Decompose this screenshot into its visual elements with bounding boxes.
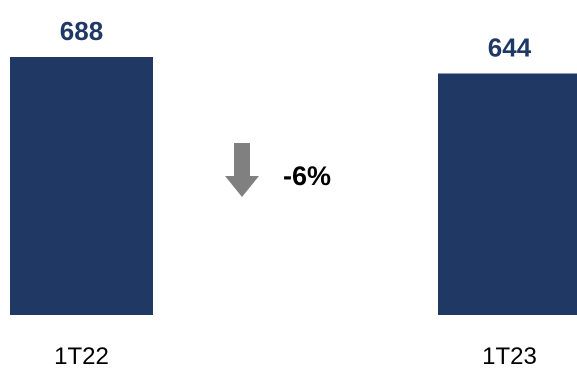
- value-labels-group: 688 644: [60, 16, 532, 63]
- bar-value-label: 688: [60, 16, 103, 46]
- change-annotation: -6%: [225, 143, 331, 197]
- arrow-down-icon: [225, 143, 259, 197]
- bars-group: [10, 57, 577, 315]
- category-label: 1T23: [482, 343, 537, 370]
- bar-1t23: [438, 73, 577, 315]
- bar-value-label: 644: [488, 33, 532, 63]
- category-labels-group: 1T22 1T23: [54, 343, 537, 370]
- change-percent-label: -6%: [283, 161, 331, 191]
- category-label: 1T22: [54, 343, 109, 370]
- bar-1t22: [10, 57, 153, 315]
